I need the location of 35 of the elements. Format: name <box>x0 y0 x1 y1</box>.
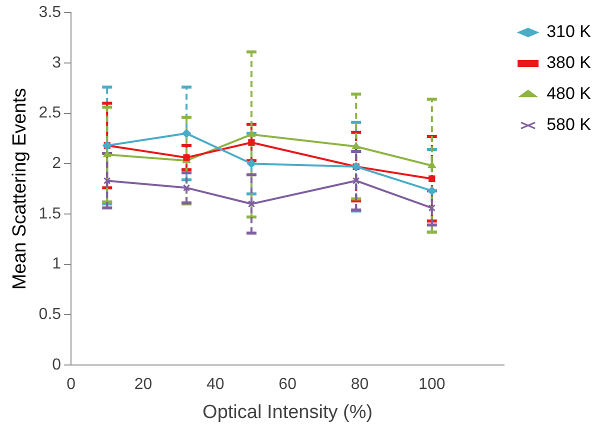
point <box>352 177 360 184</box>
point <box>428 204 436 212</box>
point <box>427 186 436 196</box>
point <box>183 154 190 161</box>
x-tick-label: 80 <box>350 376 369 394</box>
y-tick-label: 1 <box>52 256 62 273</box>
y-tick-label: 0.5 <box>38 306 62 324</box>
legend-label: 580 K <box>546 115 592 134</box>
y-axis-title: Mean Scattering Events <box>10 88 31 290</box>
y-tick-label: 3.5 <box>38 4 62 22</box>
point <box>182 128 192 138</box>
y-tick-label: 0 <box>52 356 62 374</box>
point <box>248 139 255 146</box>
point <box>182 184 190 192</box>
x-tick-label: 20 <box>134 376 152 394</box>
legend-label: 480 K <box>546 84 592 104</box>
legend-label: 380 K <box>546 53 592 72</box>
y-tick-label: 1.5 <box>38 205 62 222</box>
point <box>352 142 360 150</box>
point <box>104 177 111 184</box>
x-tick-label: 100 <box>418 376 446 394</box>
y-tick-label: 2.5 <box>38 104 62 122</box>
point <box>248 130 256 137</box>
point <box>428 175 436 182</box>
x-tick-label: 0 <box>66 376 76 394</box>
legend-label: 310 K <box>546 22 592 42</box>
y-tick-label: 2 <box>52 155 62 172</box>
x-tick-label: 40 <box>206 376 224 394</box>
point <box>246 159 256 168</box>
x-axis-title: Optical Intensity (%) <box>202 402 373 423</box>
point <box>428 161 436 168</box>
x-tick-label: 60 <box>278 376 297 394</box>
y-tick-label: 3 <box>52 54 62 72</box>
point <box>248 200 256 208</box>
point <box>103 150 112 158</box>
